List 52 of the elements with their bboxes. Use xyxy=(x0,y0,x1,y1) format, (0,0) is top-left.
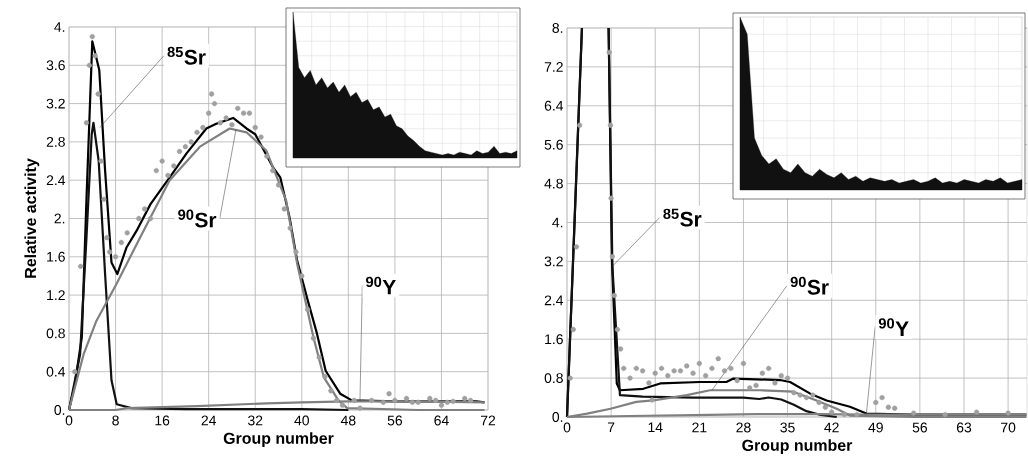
y-tick-label: 7.2 xyxy=(544,62,563,72)
annotation: $^{85}$Sr xyxy=(663,208,702,227)
x-tick-label: 56 xyxy=(387,415,403,426)
x-tick-label: 24 xyxy=(201,415,217,426)
annotation: $^{90}$Y xyxy=(878,318,909,336)
x-tick-label: 72 xyxy=(480,415,496,426)
y-tick-label: 2.4 xyxy=(544,295,564,306)
annotation: $^{90}$Sr xyxy=(790,276,829,295)
x-tick-label: 63 xyxy=(956,422,972,433)
y-tick-label: 0.4 xyxy=(46,366,66,377)
x-tick-label: 16 xyxy=(155,415,170,426)
x-tick-label: 7 xyxy=(607,422,615,433)
y-tick-label: 2. xyxy=(54,213,65,224)
x-tick-label: 70 xyxy=(1001,422,1016,433)
x-tick-label: 40 xyxy=(294,415,309,426)
y-tick-label: 1.6 xyxy=(545,334,563,345)
y-tick-label: 0. xyxy=(552,412,563,422)
y-tick-label: 5.6 xyxy=(544,139,563,150)
x-tick-label: 0 xyxy=(563,422,571,433)
y-tick-label: 0.8 xyxy=(544,373,563,384)
y-tick-label: 0.8 xyxy=(46,328,65,339)
x-tick-label: 49 xyxy=(868,422,883,433)
annotation: $^{90}$Y xyxy=(366,276,396,295)
y-tick-label: 3.2 xyxy=(544,256,563,267)
y-tick-label: 2.4 xyxy=(46,175,66,186)
y-tick-label: 6.4 xyxy=(544,100,564,111)
x-tick-label: 35 xyxy=(780,422,795,433)
x-tick-label: 14 xyxy=(648,422,663,433)
y-tick-label: 3.6 xyxy=(46,60,65,71)
y-tick-label: 4. xyxy=(552,217,563,228)
y-tick-label: 3.2 xyxy=(46,98,65,109)
x-tick-label: 8 xyxy=(112,415,119,426)
x-tick-label: 42 xyxy=(824,422,839,433)
y-axis-title: Relative activity xyxy=(24,158,40,278)
y-tick-label: 4. xyxy=(54,22,65,32)
x-axis-title: Group number xyxy=(742,439,853,455)
x-tick-label: 28 xyxy=(736,422,751,433)
y-tick-label: 8. xyxy=(552,23,563,33)
annotation: $^{90}$Sr xyxy=(178,209,217,228)
x-tick-label: 0 xyxy=(65,415,73,426)
x-axis-title: Group number xyxy=(223,432,334,448)
y-tick-label: 4.8 xyxy=(544,178,563,189)
y-tick-label: 1.2 xyxy=(47,290,65,300)
x-tick-label: 21 xyxy=(692,422,707,433)
y-tick-label: 0. xyxy=(54,405,65,415)
x-tick-label: 56 xyxy=(912,422,928,433)
x-tick-label: 64 xyxy=(434,415,449,426)
y-tick-label: 2.8 xyxy=(46,136,65,147)
x-tick-label: 32 xyxy=(248,415,263,426)
x-tick-label: 48 xyxy=(340,415,356,426)
annotation: $^{85}$Sr xyxy=(167,46,206,65)
y-tick-label: 1.6 xyxy=(47,251,65,262)
